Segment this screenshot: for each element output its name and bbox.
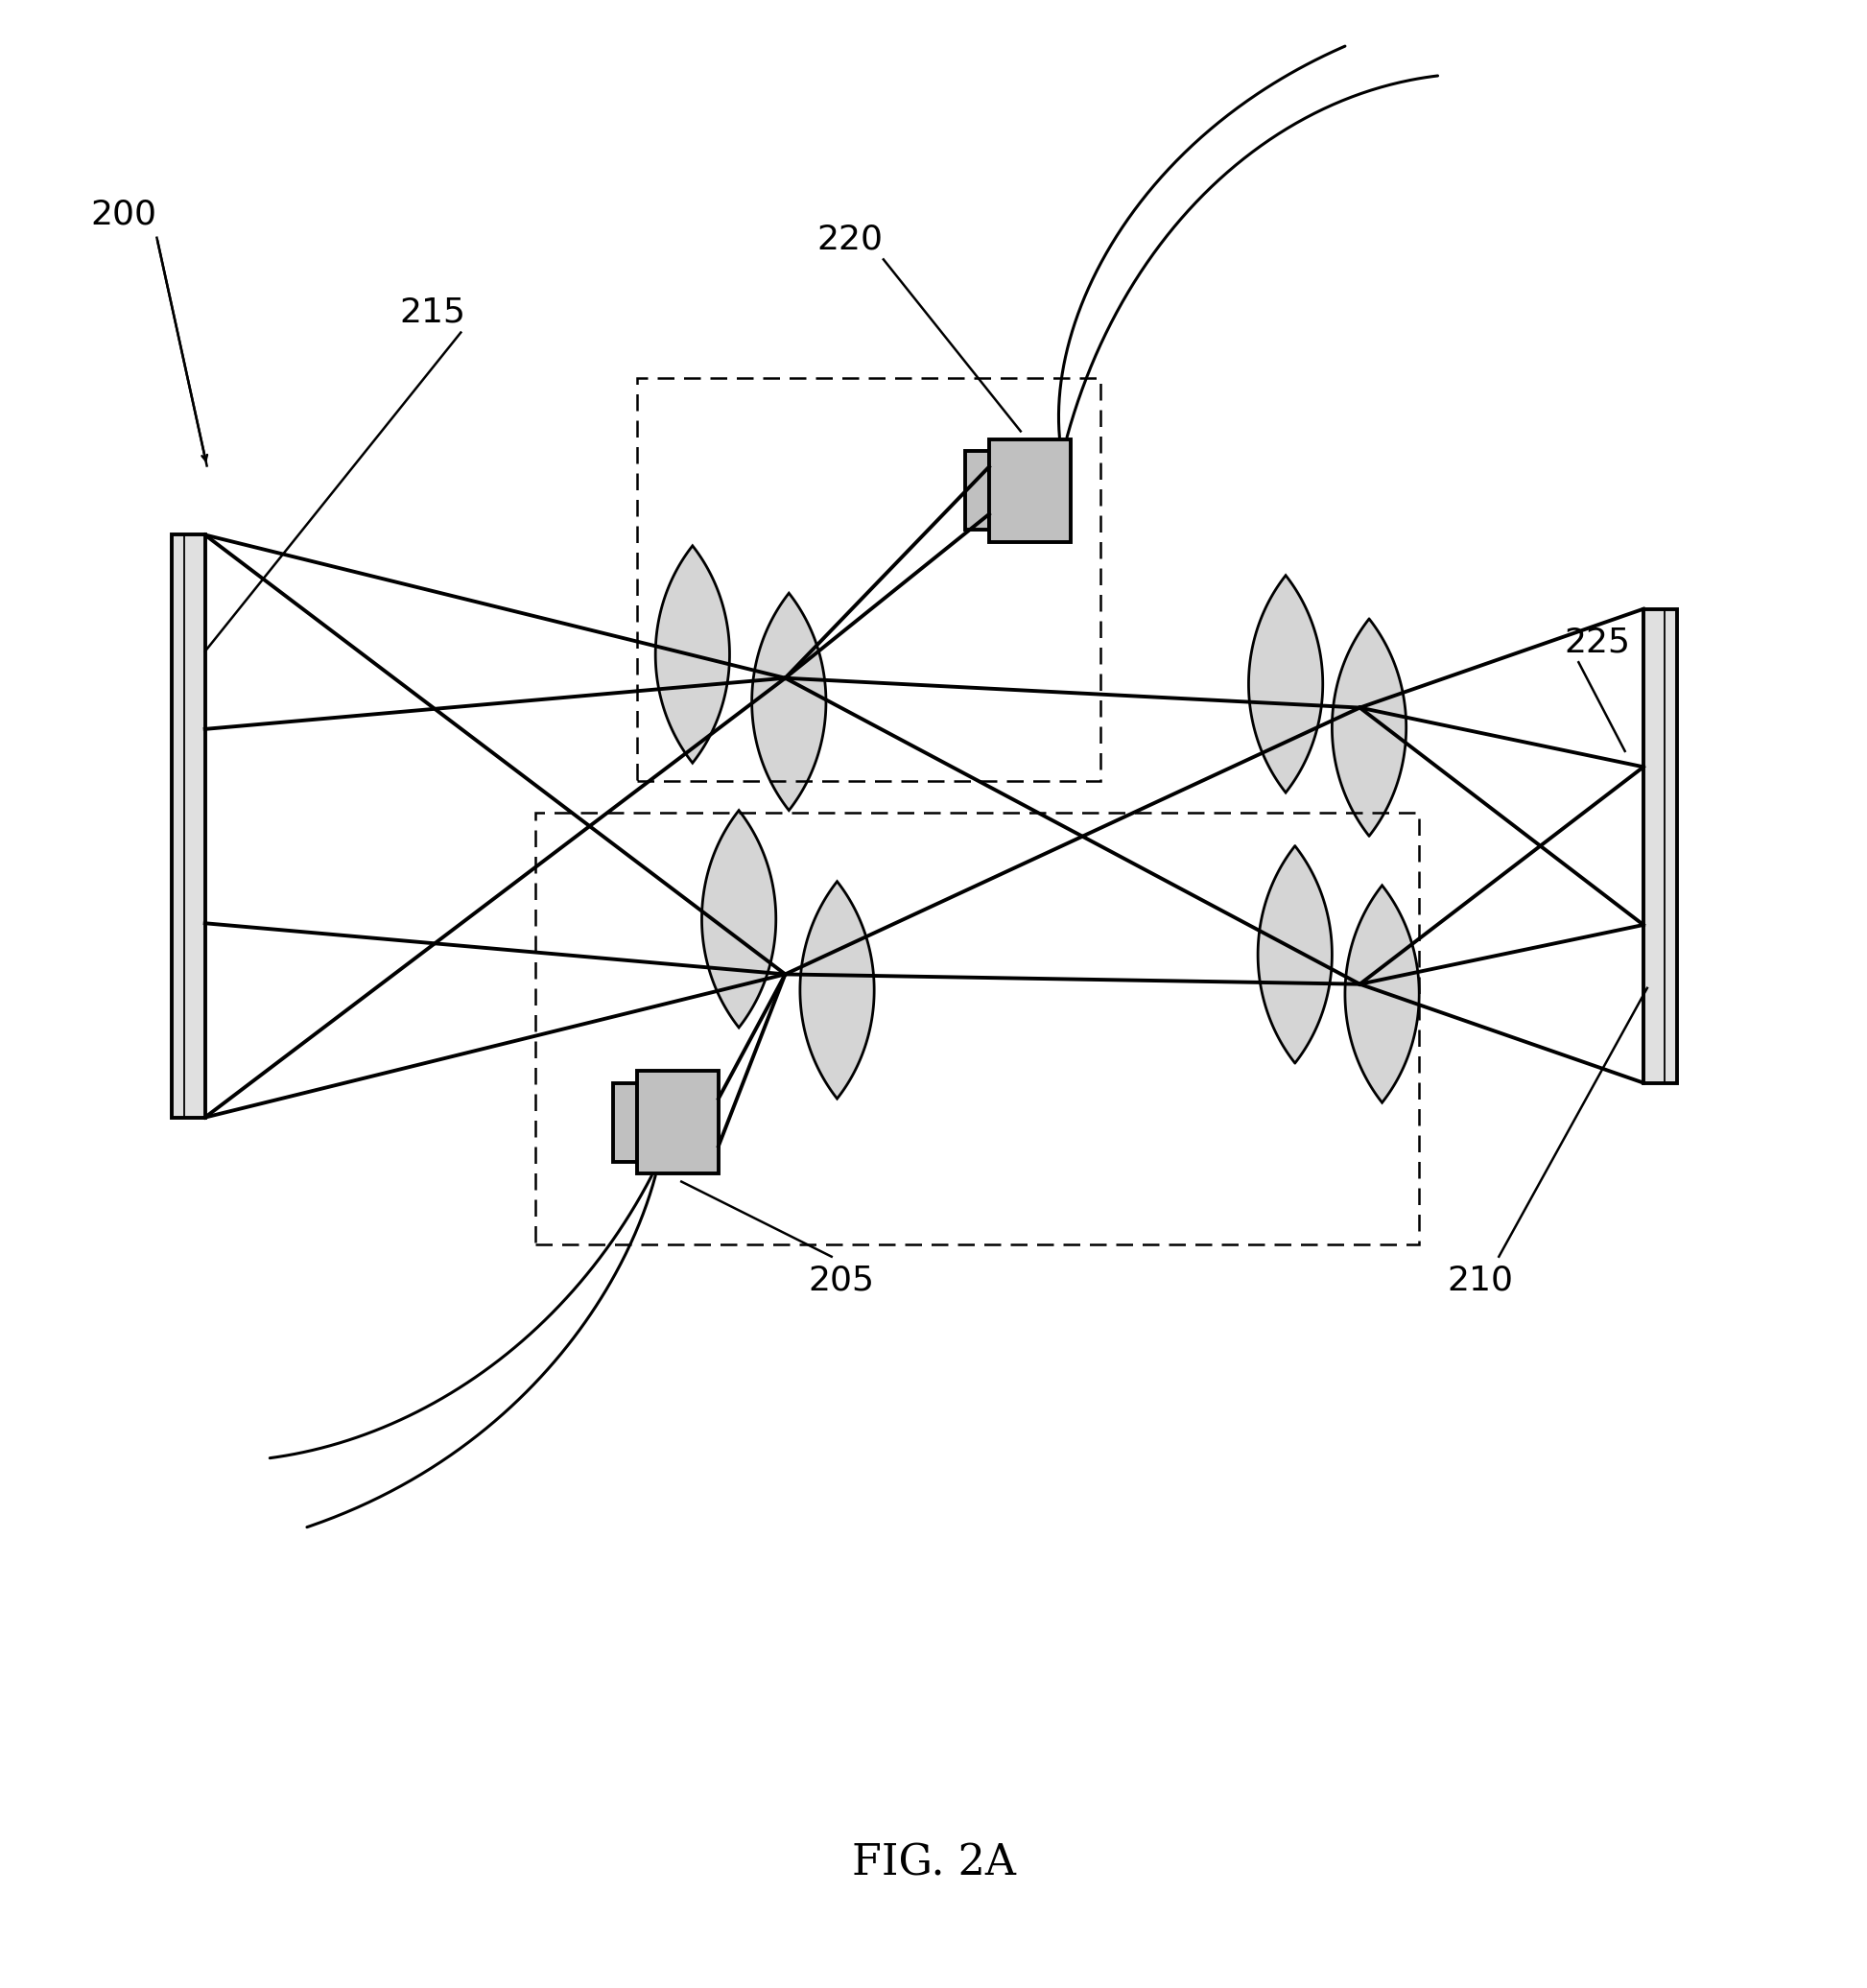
Text: 215: 215 <box>400 296 467 330</box>
Text: 210: 210 <box>1447 1264 1514 1296</box>
Polygon shape <box>801 881 874 1099</box>
Text: FIG. 2A: FIG. 2A <box>851 1843 1016 1883</box>
Text: 220: 220 <box>818 223 883 256</box>
Polygon shape <box>752 592 825 811</box>
Polygon shape <box>1344 885 1419 1103</box>
Polygon shape <box>1331 618 1406 837</box>
Polygon shape <box>1258 847 1331 1064</box>
Polygon shape <box>1643 608 1677 1083</box>
Bar <box>637 378 1100 781</box>
Text: 205: 205 <box>808 1264 874 1296</box>
Polygon shape <box>965 451 990 531</box>
Polygon shape <box>990 439 1070 543</box>
Polygon shape <box>655 547 730 763</box>
Text: 225: 225 <box>1565 626 1630 658</box>
Polygon shape <box>612 1083 637 1161</box>
Polygon shape <box>172 535 205 1117</box>
Bar <box>536 813 1419 1244</box>
Text: 200: 200 <box>90 197 157 231</box>
Polygon shape <box>1249 575 1322 793</box>
Polygon shape <box>702 811 777 1028</box>
Polygon shape <box>637 1072 719 1173</box>
